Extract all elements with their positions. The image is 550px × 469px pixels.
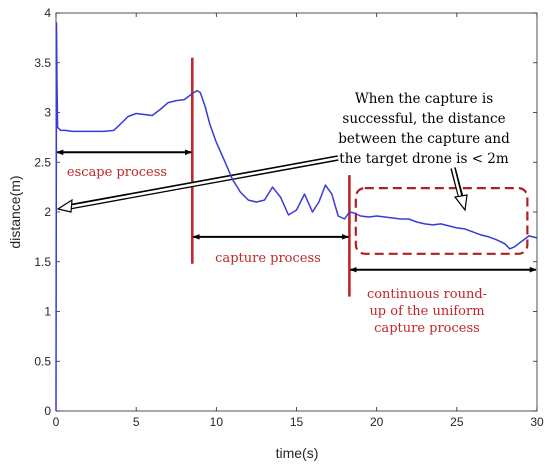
x-tick-label: 0: [53, 415, 60, 429]
plot-frame: [55, 12, 538, 412]
escape-process-label: escape process: [67, 165, 167, 180]
y-tick-label: 2: [44, 205, 51, 219]
capture-success-note-line: When the capture is: [355, 91, 493, 107]
y-tick-label: 3: [44, 106, 51, 120]
x-tick-label: 20: [370, 415, 384, 429]
axis-ticks: 0 5 10 15 20 25 30 0 0.5 1 1.5 2 2.5 3 3.5 4: [34, 6, 544, 429]
axes-box: [55, 12, 538, 412]
x-tick-label: 10: [210, 415, 224, 429]
y-tick-label: 2.5: [34, 155, 51, 169]
annotation-labels: escape process capture process continuous …: [67, 91, 510, 336]
callout-arrow-fill: [69, 156, 339, 209]
process-markers: [56, 57, 537, 297]
y-tick-label: 0: [44, 404, 51, 418]
y-tick-label: 1: [44, 305, 51, 319]
y-tick-label: 4: [44, 6, 51, 20]
roundup-process-label-line: up of the uniform: [369, 304, 484, 319]
x-tick-label: 5: [133, 415, 140, 429]
roundup-process-label-line: continuous round-: [367, 287, 487, 302]
below-2m-highlight-box: [354, 187, 529, 255]
x-axis-label: time(s): [276, 445, 319, 461]
note-arrow-head: [453, 194, 468, 212]
y-tick-label: 1.5: [34, 255, 51, 269]
x-tick-label: 25: [450, 415, 464, 429]
capture-success-note-line: successful, the distance: [342, 111, 505, 127]
x-tick-label: 30: [530, 415, 544, 429]
roundup-process-label-line: capture process: [374, 321, 480, 336]
distance-series-line: [55, 22, 538, 412]
series-layer: [55, 22, 538, 412]
y-tick-label: 3.5: [34, 56, 51, 70]
capture-success-note-line: between the capture and: [338, 131, 510, 147]
capture-success-note-line: the target drone is < 2m: [339, 151, 509, 167]
note-arrow-fill: [451, 167, 462, 197]
y-axis-label: distance(m): [7, 175, 23, 248]
capture-process-label: capture process: [215, 251, 321, 266]
y-tick-label: 0.5: [34, 354, 51, 368]
callout-arrow-head: [56, 198, 73, 213]
x-tick-label: 15: [290, 415, 304, 429]
